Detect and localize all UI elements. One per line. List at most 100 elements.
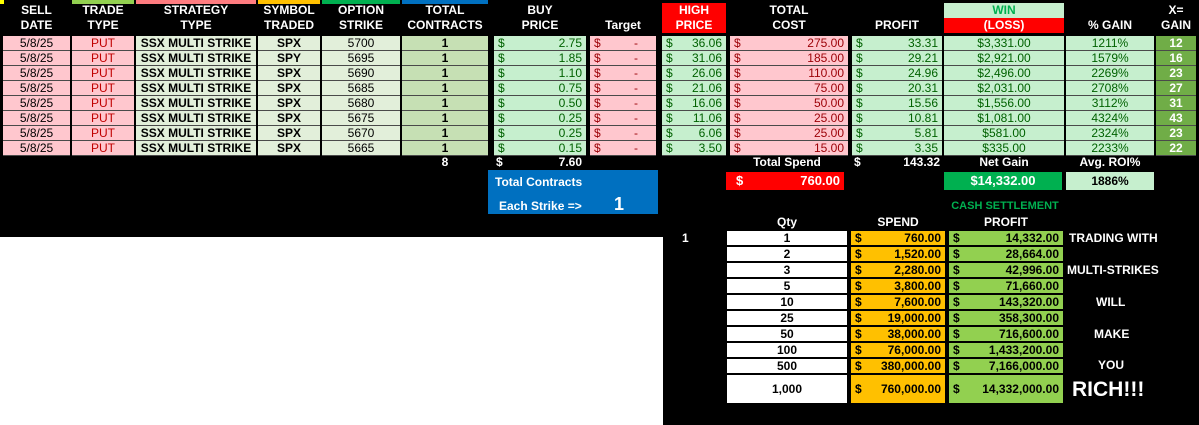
settlement-row-8-profit: $1,433,200.00 xyxy=(948,342,1064,358)
row-3-contracts: 1 xyxy=(402,66,488,81)
settlement-row-2-spend: $1,520.00 xyxy=(850,246,946,262)
row-5-high-value: 16.06 xyxy=(691,96,722,110)
settlement-row-2-spend-value: 1,520.00 xyxy=(894,247,941,261)
settlement-row-4-profit: $71,660.00 xyxy=(948,278,1064,294)
row-7-strike: 5670 xyxy=(322,126,400,141)
stripe-pink xyxy=(136,0,256,4)
row-3-gain: 2269% xyxy=(1066,66,1154,81)
row-7-profit-value: 5.81 xyxy=(914,126,938,140)
row-1-high-currency: $ xyxy=(666,36,673,50)
row-4-type: PUT xyxy=(72,81,134,96)
row-7-high: $6.06 xyxy=(662,126,726,141)
settlement-row-1-profit: $14,332.00 xyxy=(948,230,1064,246)
row-4-buy-currency: $ xyxy=(498,81,505,95)
row-4-target-value: - xyxy=(634,81,638,95)
row-3-buy: $1.10 xyxy=(494,66,586,81)
row-6-buy: $0.25 xyxy=(494,111,586,126)
header-cost-line1: TOTAL xyxy=(769,3,809,17)
settlement-row-6-profit-value: 358,300.00 xyxy=(998,311,1059,325)
settlement-row-9-spend-value: 380,000.00 xyxy=(880,359,941,373)
row-8-type: PUT xyxy=(72,141,134,156)
settlement-row-5-qty: 10 xyxy=(726,294,848,310)
settlement-row-10-qty: 1,000 xyxy=(726,374,848,404)
settlement-row-9-qty: 500 xyxy=(726,358,848,374)
row-5-buy-currency: $ xyxy=(498,96,505,110)
row-5-target: $ - xyxy=(590,96,656,111)
settlement-row-6-qty: 25 xyxy=(726,310,848,326)
settlement-row-5-spend: $7,600.00 xyxy=(850,294,946,310)
settlement-row-9-profit-value: 7,166,000.00 xyxy=(988,359,1059,373)
header-sell-line1: SELL xyxy=(21,3,52,17)
row-8-cost: $15.00 xyxy=(730,141,848,156)
row-7-type: PUT xyxy=(72,126,134,141)
settlement-row-7-spend: $38,000.00 xyxy=(850,326,946,342)
row-6-profit-value: 10.81 xyxy=(907,111,938,125)
row-6-target-value: - xyxy=(634,111,638,125)
row-5-winloss: $1,556.00 xyxy=(944,96,1064,111)
profit-header: PROFIT xyxy=(984,215,1028,229)
settlement-row-8-profit-currency: $ xyxy=(953,343,960,357)
row-4-profit-value: 20.31 xyxy=(907,81,938,95)
settlement-row-3-profit-value: 42,996.00 xyxy=(1005,263,1059,277)
total-spend-currency: $ xyxy=(736,173,744,188)
settlement-row-8-spend-value: 76,000.00 xyxy=(887,343,941,357)
row-4-x: 27 xyxy=(1156,81,1196,96)
row-2-x: 16 xyxy=(1156,51,1196,66)
row-1-symbol: SPX xyxy=(258,36,320,51)
row-1-strike: 5700 xyxy=(322,36,400,51)
row-5-contracts: 1 xyxy=(402,96,488,111)
settlement-row-1-profit-value: 14,332.00 xyxy=(1005,231,1059,245)
header-winloss-line2: (LOSS) xyxy=(944,18,1064,33)
row-1-x: 12 xyxy=(1156,36,1196,51)
row-7-gain: 2324% xyxy=(1066,126,1154,141)
row-4-date: 5/8/25 xyxy=(3,81,70,96)
row-8-x: 22 xyxy=(1156,141,1196,156)
row-7-target: $ - xyxy=(590,126,656,141)
settlement-row-8-qty: 100 xyxy=(726,342,848,358)
side-text-4: MAKE xyxy=(1094,327,1130,341)
row-1-gain: 1211% xyxy=(1066,36,1154,51)
row-6-high-currency: $ xyxy=(666,111,673,125)
row-6-strike: 5675 xyxy=(322,111,400,126)
row-7-date: 5/8/25 xyxy=(3,126,70,141)
row-5-profit-currency: $ xyxy=(856,96,863,110)
contracts-box-title: Total Contracts xyxy=(495,175,583,189)
row-3-cost-currency: $ xyxy=(734,66,741,80)
row-8-cost-currency: $ xyxy=(734,141,741,155)
total-spend-value: 760.00 xyxy=(800,173,840,188)
row-1-winloss: $3,331.00 xyxy=(944,36,1064,51)
row-2-strike: 5695 xyxy=(322,51,400,66)
buy-total-value: 7.60 xyxy=(558,155,582,169)
empty-sheet-area xyxy=(0,237,663,425)
row-7-buy-currency: $ xyxy=(498,126,505,140)
row-3-profit-currency: $ xyxy=(856,66,863,80)
row-3-target: $ - xyxy=(590,66,656,81)
row-8-cost-value: 15.00 xyxy=(813,141,844,155)
settlement-row-8-spend-currency: $ xyxy=(855,343,862,357)
row-3-symbol: SPX xyxy=(258,66,320,81)
row-7-buy-value: 0.25 xyxy=(558,126,582,140)
row-1-contracts: 1 xyxy=(402,36,488,51)
row-6-buy-currency: $ xyxy=(498,111,505,125)
settlement-row-3-profit-currency: $ xyxy=(953,263,960,277)
row-2-date: 5/8/25 xyxy=(3,51,70,66)
row-7-contracts: 1 xyxy=(402,126,488,141)
settlement-row-6-spend-value: 19,000.00 xyxy=(887,311,941,325)
header-buy-line2: PRICE xyxy=(521,18,559,32)
row-6-cost-currency: $ xyxy=(734,111,741,125)
settlement-row-2-qty: 2 xyxy=(726,246,848,262)
row-1-strategy: SSX MULTI STRIKE xyxy=(136,36,256,51)
row-1-cost-currency: $ xyxy=(734,36,741,50)
header-profit: PROFIT xyxy=(875,18,919,32)
row-4-target-currency: $ xyxy=(594,81,601,95)
side-text-5: YOU xyxy=(1098,358,1125,372)
row-3-strike: 5690 xyxy=(322,66,400,81)
settlement-row-4-spend-value: 3,800.00 xyxy=(894,279,941,293)
row-1-profit: $33.31 xyxy=(852,36,942,51)
header-option-line1: OPTION xyxy=(337,3,384,17)
total-spend-box: $ 760.00 xyxy=(726,172,844,190)
settlement-row-6-spend-currency: $ xyxy=(855,311,862,325)
row-1-cost: $275.00 xyxy=(730,36,848,51)
row-2-target-value: - xyxy=(634,51,638,65)
header-strategy-line1: STRATEGY xyxy=(163,3,229,17)
